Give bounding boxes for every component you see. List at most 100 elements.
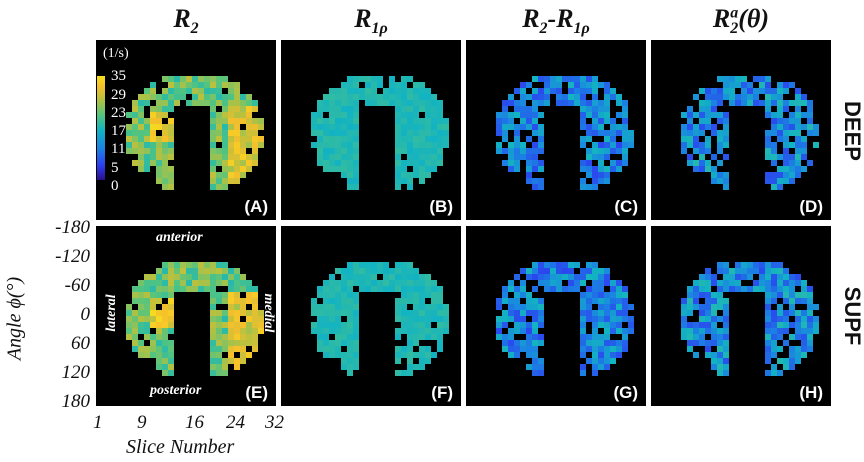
heatmap-cell [144,130,150,136]
heatmap-cell [323,106,329,112]
heatmap-cell [795,94,801,100]
heatmap-cell [723,316,729,322]
heatmap-cell [604,130,610,136]
heatmap-cell [353,112,359,118]
heatmap-cell [538,292,544,298]
panel-b: (B) [281,40,461,220]
heatmap-cell [234,112,240,118]
heatmap-cell [568,262,574,268]
heatmap-cell [186,76,192,82]
heatmap-cell [437,322,443,328]
heatmap-cell [586,136,592,142]
colorbar-tick-0: 0 [111,178,119,194]
heatmap-cell [580,286,586,292]
heatmap-cell [532,142,538,148]
heatmap-cell [341,142,347,148]
heatmap-cell [538,148,544,154]
heatmap-cell [705,166,711,172]
heatmap-cell [150,142,156,148]
heatmap-cell [717,184,723,190]
heatmap-cell [723,370,729,376]
heatmap-cell [329,166,335,172]
heatmap-cell [317,154,323,160]
heatmap-cell [389,76,395,82]
heatmap-cell [323,136,329,142]
heatmap-cell [789,280,795,286]
heatmap-cell [144,88,150,94]
heatmap-cell [222,262,228,268]
heatmap-cell [222,112,228,118]
heatmap-cell [705,280,711,286]
heatmap-cell [341,322,347,328]
heatmap-cell [437,124,443,130]
heatmap-cell [216,280,222,286]
heatmap-cell [252,142,258,148]
heatmap-cell [741,262,747,268]
heatmap-cell [789,292,795,298]
heatmap-cell [168,142,174,148]
heatmap-cell [216,136,222,142]
heatmap-cell [329,322,335,328]
heatmap-cell [138,316,144,322]
heatmap-cell [556,262,562,268]
heatmap-cell [610,100,616,106]
heatmap-cell [425,148,431,154]
heatmap-cell [222,316,228,322]
heatmap-cell [622,340,628,346]
heatmap-cell [222,142,228,148]
panel-label-c: (C) [614,197,638,216]
heatmap-cell [604,316,610,322]
heatmap-cell [132,316,138,322]
heatmap-cell [693,112,699,118]
heatmap-cell [616,166,622,172]
heatmap-cell [329,136,335,142]
heatmap-cell [419,94,425,100]
heatmap-cell [795,304,801,310]
heatmap-cell [150,82,156,88]
heatmap-cell [234,100,240,106]
heatmap-cell [538,322,544,328]
heatmap-cell [681,298,687,304]
heatmap-cell [413,364,419,370]
heatmap-cell [395,160,401,166]
heatmap-cell [144,142,150,148]
heatmap-cell [126,316,132,322]
heatmap-cell [628,316,634,322]
heatmap-cell [413,268,419,274]
heatmap-cell [592,76,598,82]
heatmap-cell [807,310,813,316]
heatmap-cell [717,298,723,304]
heatmap-cell [544,280,550,286]
heatmap-cell [431,298,437,304]
heatmap-cell [610,142,616,148]
heatmap-cell [228,94,234,100]
heatmap-cell [401,172,407,178]
heatmap-cell [705,286,711,292]
heatmap-cell [210,124,216,130]
heatmap-cell [395,274,401,280]
heatmap-cell [574,88,580,94]
heatmap-cell [252,106,258,112]
heatmap-cell [150,346,156,352]
heatmap-cell [687,346,693,352]
heatmap-cell [395,298,401,304]
heatmap-cell [717,286,723,292]
heatmap-cell [610,322,616,328]
heatmap-cell [574,82,580,88]
heatmap-cell [687,154,693,160]
heatmap-cell [234,166,240,172]
heatmap-cell [341,328,347,334]
heatmap-cell [538,280,544,286]
heatmap-cell [538,166,544,172]
heatmap-cell [329,292,335,298]
heatmap-cell [699,118,705,124]
heatmap-cell [753,268,759,274]
heatmap-cell [234,322,240,328]
heatmap-cell [419,178,425,184]
heatmap-cell [777,94,783,100]
heatmap-cell [335,298,341,304]
heatmap-cell [180,268,186,274]
heatmap-cell [210,142,216,148]
heatmap-cell [514,274,520,280]
heatmap-cell [693,298,699,304]
